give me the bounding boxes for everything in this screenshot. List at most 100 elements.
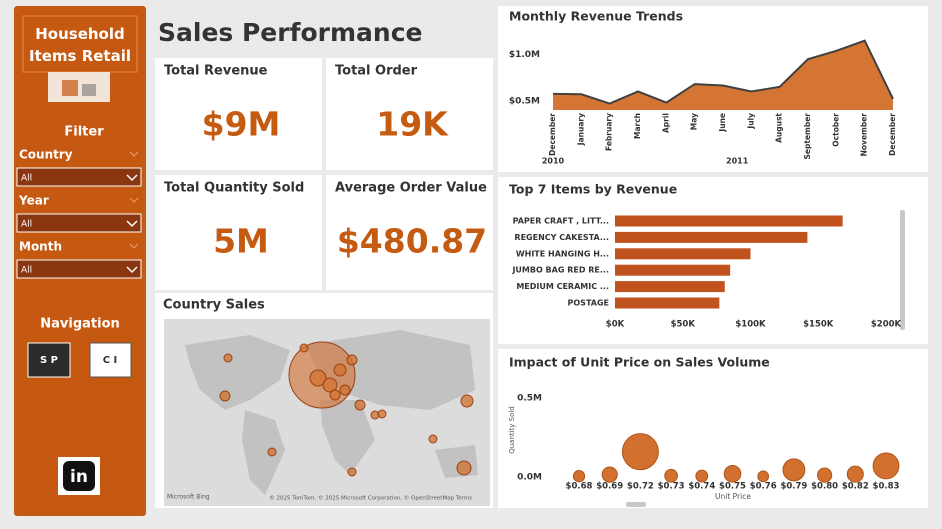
kpi-card bbox=[326, 175, 493, 290]
map-bubble bbox=[346, 354, 358, 366]
kpi-card bbox=[155, 175, 322, 290]
x-tick-label: May bbox=[690, 113, 699, 130]
x-tick-label: November bbox=[860, 113, 869, 157]
dropdown[interactable] bbox=[16, 213, 142, 233]
x-tick-label: $200K bbox=[871, 320, 902, 330]
bar bbox=[615, 215, 843, 227]
dropdown-value: All bbox=[21, 220, 32, 230]
chart-card bbox=[498, 177, 928, 344]
nav-button[interactable] bbox=[27, 342, 71, 378]
chevron bbox=[129, 197, 139, 203]
x-tick-label: March bbox=[633, 113, 642, 139]
kpi-card bbox=[155, 58, 322, 170]
bubble bbox=[757, 470, 770, 483]
kpi-card bbox=[326, 58, 493, 170]
title-box bbox=[22, 15, 138, 73]
bubble bbox=[846, 465, 864, 483]
map-bubble bbox=[309, 369, 327, 387]
dropdown-arrow bbox=[126, 174, 138, 182]
x-tick-label: January bbox=[576, 113, 585, 146]
bar bbox=[615, 297, 720, 309]
x-tick-label: December bbox=[548, 113, 557, 156]
kpi-label: Total Order bbox=[335, 64, 418, 79]
map-bubble bbox=[299, 343, 309, 353]
linkedin-button[interactable] bbox=[63, 461, 95, 491]
x-tick-label: June bbox=[718, 113, 727, 133]
y-tick-label: WHITE HANGING H... bbox=[516, 249, 609, 258]
x-group-label: 2011 bbox=[726, 157, 749, 166]
map-bubble bbox=[339, 384, 351, 396]
nav-button-label[interactable]: S P bbox=[40, 355, 58, 366]
chart-title: Top 7 Items by Revenue bbox=[509, 182, 677, 197]
bubble bbox=[664, 468, 678, 483]
nav-button[interactable] bbox=[89, 342, 132, 378]
y-tick-label: 0.5M bbox=[517, 393, 542, 403]
nav-button-label[interactable]: C I bbox=[103, 355, 118, 366]
x-tick-label: $100K bbox=[735, 320, 766, 330]
map-logo: Microsoft Bing bbox=[167, 494, 210, 501]
map-bubble bbox=[460, 394, 474, 408]
bubble bbox=[601, 466, 618, 483]
y-tick-label: JUMBO BAG RED RE... bbox=[511, 266, 609, 275]
y-tick-label: POSTAGE bbox=[568, 299, 609, 308]
x-tick-label: $0.68 bbox=[566, 482, 593, 492]
x-tick-label: February bbox=[605, 113, 614, 151]
map-bubble bbox=[354, 399, 366, 411]
map-bubble bbox=[219, 390, 231, 402]
map-bubble bbox=[329, 389, 341, 401]
land bbox=[320, 400, 375, 475]
y-tick-label: 0.0M bbox=[517, 473, 542, 483]
x-tick-label: October bbox=[831, 113, 840, 147]
dropdown[interactable] bbox=[16, 259, 142, 279]
line bbox=[552, 39, 894, 105]
kpi-label: Total Quantity Sold bbox=[164, 181, 304, 196]
map-bubble bbox=[428, 434, 438, 444]
x-tick-label: $0K bbox=[606, 320, 625, 330]
map-bubble bbox=[322, 377, 338, 393]
kpi-value: 5M bbox=[213, 222, 269, 261]
filter-label: Country bbox=[19, 148, 73, 162]
dropdown-value: All bbox=[21, 174, 32, 184]
bar bbox=[615, 281, 725, 293]
linkedin-label[interactable]: in bbox=[70, 467, 88, 487]
y-tick-label: $0.5M bbox=[509, 96, 540, 106]
kpi-value: 19K bbox=[376, 105, 449, 144]
x-tick-label: $150K bbox=[803, 320, 834, 330]
x-tick-label: December bbox=[888, 113, 897, 156]
filter-label: Month bbox=[19, 240, 62, 254]
y-tick-label: MEDIUM CERAMIC ... bbox=[516, 282, 609, 291]
map-bubble bbox=[456, 460, 472, 476]
x-tick-label: August bbox=[775, 113, 784, 143]
x-tick-label: $0.82 bbox=[842, 482, 869, 492]
x-tick-label: April bbox=[661, 113, 670, 133]
kpi-label: Average Order Value bbox=[335, 181, 487, 196]
sidebar-title: Household Items Retail bbox=[29, 25, 131, 65]
chart-title: Monthly Revenue Trends bbox=[509, 9, 683, 24]
land bbox=[242, 410, 285, 495]
bar bbox=[615, 264, 731, 276]
area bbox=[553, 40, 893, 110]
dropdown[interactable] bbox=[16, 167, 142, 187]
scrollbar[interactable] bbox=[900, 210, 905, 330]
bar bbox=[615, 231, 808, 243]
bubble bbox=[695, 469, 709, 483]
dropdown-arrow bbox=[126, 266, 138, 274]
x-tick-label: $50K bbox=[671, 320, 696, 330]
kpi-label: Total Revenue bbox=[164, 64, 268, 79]
scrollbar[interactable] bbox=[626, 502, 646, 507]
map-bubble bbox=[377, 409, 387, 419]
kpi-value: $9M bbox=[202, 105, 281, 144]
y-tick-label: PAPER CRAFT , LITT... bbox=[513, 217, 609, 226]
x-axis-title: Unit Price bbox=[715, 492, 751, 501]
logo-image bbox=[48, 72, 110, 102]
bubble bbox=[723, 465, 742, 483]
bar bbox=[615, 248, 751, 260]
y-tick-label: REGENCY CAKESTA... bbox=[514, 233, 609, 242]
map-bubble bbox=[347, 467, 357, 477]
bubble bbox=[872, 452, 900, 480]
logo-image-part bbox=[62, 80, 78, 96]
bubble bbox=[572, 470, 586, 483]
dropdown-value: All bbox=[21, 266, 32, 276]
